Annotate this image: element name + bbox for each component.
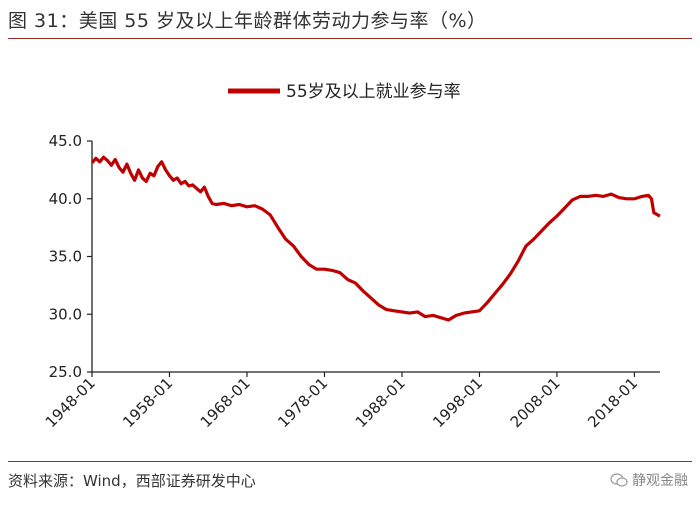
y-tick-label: 35.0	[49, 248, 82, 266]
x-tick-label: 2018-01	[584, 374, 641, 431]
watermark: 静观金融	[610, 470, 688, 490]
y-tick-label: 40.0	[49, 190, 82, 208]
x-tick-label: 1958-01	[119, 374, 176, 431]
title-divider	[8, 38, 692, 39]
footer-divider	[8, 461, 692, 462]
y-tick-labels: 45.0 40.0 35.0 30.0 25.0	[49, 132, 82, 381]
chart-axes	[87, 140, 660, 377]
figure-title: 图 31：美国 55 岁及以上年龄群体劳动力参与率（%）	[8, 10, 487, 32]
line-chart: 55岁及以上就业参与率 45.0 40.0 35.0 30.0 25.0 1948-01…	[42, 82, 661, 431]
x-tick-label: 1978-01	[274, 374, 331, 431]
source-note: 资料来源：Wind，西部证券研发中心	[8, 472, 256, 490]
series-line-55plus	[90, 155, 661, 322]
y-tick-label: 25.0	[49, 363, 82, 381]
watermark-text: 静观金融	[632, 473, 688, 489]
x-tick-label: 1948-01	[42, 374, 99, 431]
wechat-icon	[610, 473, 628, 487]
x-tick-labels: 1948-01 1958-01 1968-01 1978-01 1988-01 1998-…	[42, 374, 641, 431]
x-tick-label: 2008-01	[507, 374, 564, 431]
x-tick-label: 1998-01	[429, 374, 486, 431]
y-tick-label: 45.0	[49, 132, 82, 150]
x-tick-label: 1968-01	[197, 374, 254, 431]
x-tick-label: 1988-01	[352, 374, 409, 431]
chart-legend: 55岁及以上就业参与率	[228, 82, 461, 102]
legend-label: 55岁及以上就业参与率	[286, 82, 461, 102]
y-tick-label: 30.0	[49, 305, 82, 323]
